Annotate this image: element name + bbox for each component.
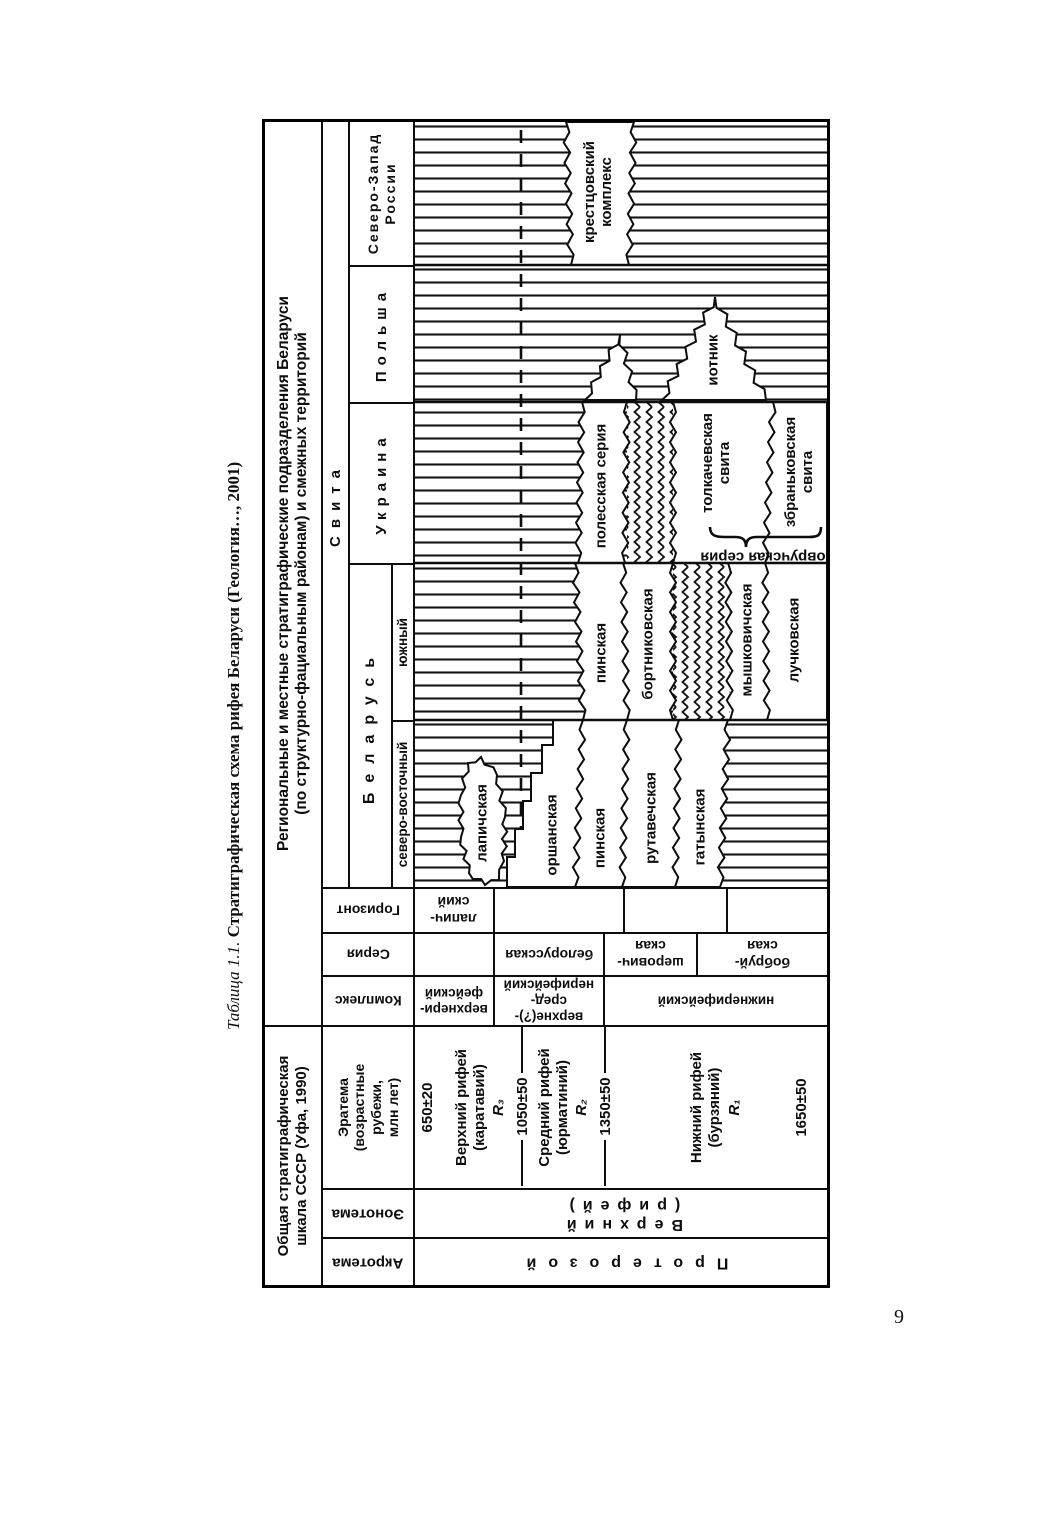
formation-label-lapichskaya: лапичская [473,784,491,862]
formation-label-luchkovskaya: лучковская [785,597,803,683]
era-lower-index: R₁ [725,1099,743,1116]
acrotheme-label-text: Акротема [332,1253,404,1271]
era-lower-riphean: Нижний рифей (бурзяний) R₁ 1650±50 [605,1025,827,1188]
eonotheme-label-text: Эонотема [331,1205,405,1223]
eonotheme-value: Верхний (рифей) [415,1188,827,1237]
page-number: 9 [894,1306,904,1328]
formation-label-iotnik: иотник [704,334,722,386]
boundary-line-right [520,1026,524,1074]
cell-complex-upper-middle: верхне(?)-сред- нерифейский [495,975,605,1025]
col-label-eonotheme: Эонотема [323,1188,415,1237]
cell-horizon-lapichsky: лапич- ский [415,887,495,932]
stratigraphic-table: Общая стратиграфическая шкала СССР (Уфа,… [262,119,830,1288]
svita-header: Свита [323,122,350,887]
series-sherovichskaya-text: шерович- ская [617,938,684,972]
cell-horizon-empty-2 [625,887,728,932]
formation-label-myshkovichskaya: мышковичская [738,583,756,697]
cell-series-bobruyskaya: бобруй- ская [698,932,827,975]
era-middle-index: R₂ [573,1099,591,1116]
complex-lower-text: нижнерифейский [657,993,775,1009]
formation-label-bortnikovskaya: бортниковская [639,588,657,700]
complex-upper-text: верхнери- фейский [420,985,488,1017]
formation-label-krestsovsky: крестцовский комплекс [581,140,615,244]
cell-horizon-empty-1 [495,887,625,932]
region-header-belarus-ne: северо-восточный [393,720,415,887]
header-general-scale: Общая стратиграфическая шкала СССР (Уфа,… [265,1025,323,1285]
formation-label-pinskaya_south: пинская [592,622,610,684]
era-upper-index: R₃ [490,1099,508,1116]
era-upper-name: Верхний рифей (каратавий) [452,1048,488,1167]
stratigraphic-table-canvas: Таблица 1.1. Стратиграфическая схема риф… [222,119,834,1288]
era-age-1650: 1650±50 [793,1078,811,1137]
cell-horizon-empty-3 [728,887,827,932]
formation-label-gatynskaya: гатынская [691,788,709,866]
formation-label-ovruchskaya: овручская серия [700,548,826,566]
cell-complex-lower: нижнерифейский [605,975,827,1025]
table-title: Таблица 1.1. Стратиграфическая схема риф… [224,350,258,1030]
complex-label-text: Комплекс [334,993,402,1010]
table-title-text: Стратиграфическая схема рифея Беларуси (… [224,461,243,942]
series-belorusskaya-text: белорусская [504,946,594,963]
formations-svg [415,122,827,887]
formations-field: лапичская оршанская пинская рутавечская гаты… [415,122,827,887]
boundary-line-left [603,1139,607,1186]
header-regional-scale: Региональные и местные стратиграфические… [265,122,323,1025]
cell-complex-upper: верхнери- фейский [415,975,495,1025]
acrotheme-value-text: Протерозой [514,1254,728,1272]
era-boundary-1350: 1350±50 [594,1026,616,1186]
era-boundary-1050-label: 1050±50 [513,1077,531,1136]
region-header-belarus: Беларусь [350,563,393,887]
era-boundary-1050: 1050±50 [511,1026,533,1186]
col-label-acrotheme: Акротема [323,1237,415,1285]
col-label-series: Серия [323,932,415,975]
table-title-prefix: Таблица 1.1. [224,941,243,1030]
era-boundary-1350-label: 1350±50 [596,1077,614,1136]
era-upper-riphean: 650±20 Верхний рифей (каратавий) R₃ [415,1025,522,1188]
region-header-poland: Польша [350,265,415,402]
horizon-label-text: Горизонт [336,902,400,919]
series-label-text: Серия [346,946,390,963]
formation-label-orshanskaya: оршанская [543,794,561,876]
boundary-line-left [520,1139,524,1186]
era-age-650: 650±20 [419,1082,436,1133]
col-label-complex: Комплекс [323,975,415,1025]
col-label-horizon: Горизонт [323,887,415,932]
formation-label-pinskaya_ne: пинская [591,807,609,869]
formation-label-tolkachevskaya: толкачевская свита [699,413,733,513]
cell-series-empty-upper [415,932,495,975]
acrotheme-value: Протерозой [415,1237,827,1285]
era-lower-name: Нижний рифей (бурзяний) [688,1051,724,1164]
region-header-nw-russia: Северо-Запад России [350,122,415,265]
horizon-lapichsky-text: лапич- ский [430,894,478,928]
formation-label-rutavechskaya: рутавечская [642,772,660,864]
region-header-ukraine: Украина [350,402,415,563]
formation-label-polesskaya: полесская серия [592,423,610,549]
region-header-belarus-south: южный [393,563,415,720]
era-middle-riphean: Средний рифей (юрматиний) R₂ [522,1025,605,1188]
formation-label-zbrankovskaya: збраньковская свита [782,416,816,528]
series-bobruyskaya-text: бобруй- ская [734,938,791,972]
era-middle-name: Средний рифей (юрматиний) [535,1048,571,1167]
complex-upper-middle-text: верхне(?)-сред- нерифейский [503,978,595,1025]
cell-series-sherovichskaya: шерович- ская [605,932,698,975]
boundary-line-right [603,1026,607,1074]
col-label-eratheme: Эратема (возрастные рубежи, млн лет) [323,1025,415,1188]
cell-series-belorusskaya: белорусская [495,932,605,975]
eonotheme-value-text: Верхний (рифей) [558,1196,684,1233]
